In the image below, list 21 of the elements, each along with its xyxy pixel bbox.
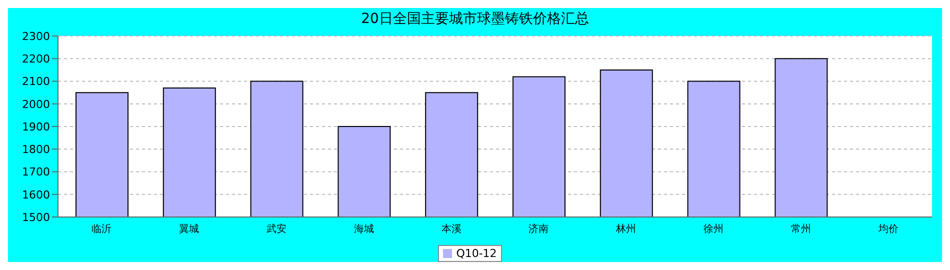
x-tick-label: 本溪	[441, 223, 462, 236]
x-tick-label: 林州	[615, 223, 636, 236]
x-tick-label: 武安	[266, 223, 286, 236]
y-tick-label: 1800	[22, 143, 50, 156]
x-tick-label: 均价	[877, 223, 898, 236]
x-tick-label: 徐州	[704, 223, 724, 236]
y-tick-label: 2300	[22, 30, 50, 43]
y-tick-label: 1600	[22, 188, 50, 202]
y-tick-label: 1700	[22, 166, 50, 179]
y-tick-label: 2200	[22, 52, 50, 66]
y-tick-label: 2100	[22, 75, 50, 88]
y-tick-label: 1900	[22, 120, 50, 134]
x-tick-label: 临沂	[92, 223, 112, 236]
y-tick-label: 2000	[22, 98, 50, 111]
x-tick-label: 常州	[790, 223, 811, 236]
legend-label: Q10-12	[438, 245, 502, 262]
x-tick-label: 翼城	[179, 223, 200, 236]
x-tick-label: 济南	[528, 223, 549, 236]
x-tick-label: 海城	[354, 223, 374, 236]
chart-title: 20日全国主要城市球墨铸铁价格汇总	[360, 10, 590, 29]
y-tick-label: 1500	[22, 210, 50, 224]
